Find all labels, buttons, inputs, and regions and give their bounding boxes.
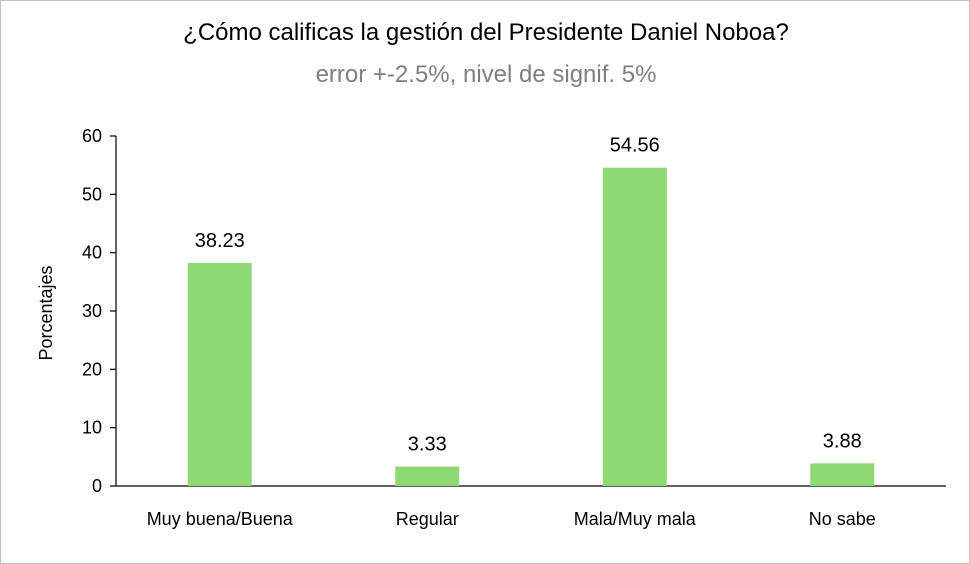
bar xyxy=(810,463,875,486)
x-tick-label: Mala/Muy mala xyxy=(574,509,697,529)
data-labels: 38.23 3.33 54.56 3.88 xyxy=(195,135,862,456)
y-tick-label: 50 xyxy=(82,184,102,204)
x-tick-label: Muy buena/Buena xyxy=(147,509,294,529)
y-tick-label: 10 xyxy=(82,418,102,438)
y-tick-label: 0 xyxy=(92,476,102,496)
x-tick-label: No sabe xyxy=(809,509,876,529)
bars xyxy=(187,167,875,486)
bar xyxy=(187,262,252,486)
data-label: 38.23 xyxy=(195,230,245,252)
x-tick-labels: Muy buena/Buena Regular Mala/Muy mala No sa… xyxy=(147,509,876,529)
bar xyxy=(602,167,667,486)
data-label: 3.88 xyxy=(823,430,862,452)
y-tick-label: 20 xyxy=(82,359,102,379)
y-axis-label: Porcentajes xyxy=(36,265,56,360)
data-label: 54.56 xyxy=(610,135,660,157)
chart-title: ¿Cómo calificas la gestión del President… xyxy=(183,19,789,46)
y-tick-label: 60 xyxy=(82,126,102,146)
y-tick-label: 40 xyxy=(82,243,102,263)
bar xyxy=(395,466,460,486)
chart-subtitle: error +-2.5%, nivel de signif. 5% xyxy=(315,61,657,88)
y-ticks: 0 10 20 30 40 50 60 xyxy=(82,126,116,496)
x-tick-label: Regular xyxy=(396,509,459,529)
data-label: 3.33 xyxy=(408,434,447,456)
y-tick-label: 30 xyxy=(82,301,102,321)
